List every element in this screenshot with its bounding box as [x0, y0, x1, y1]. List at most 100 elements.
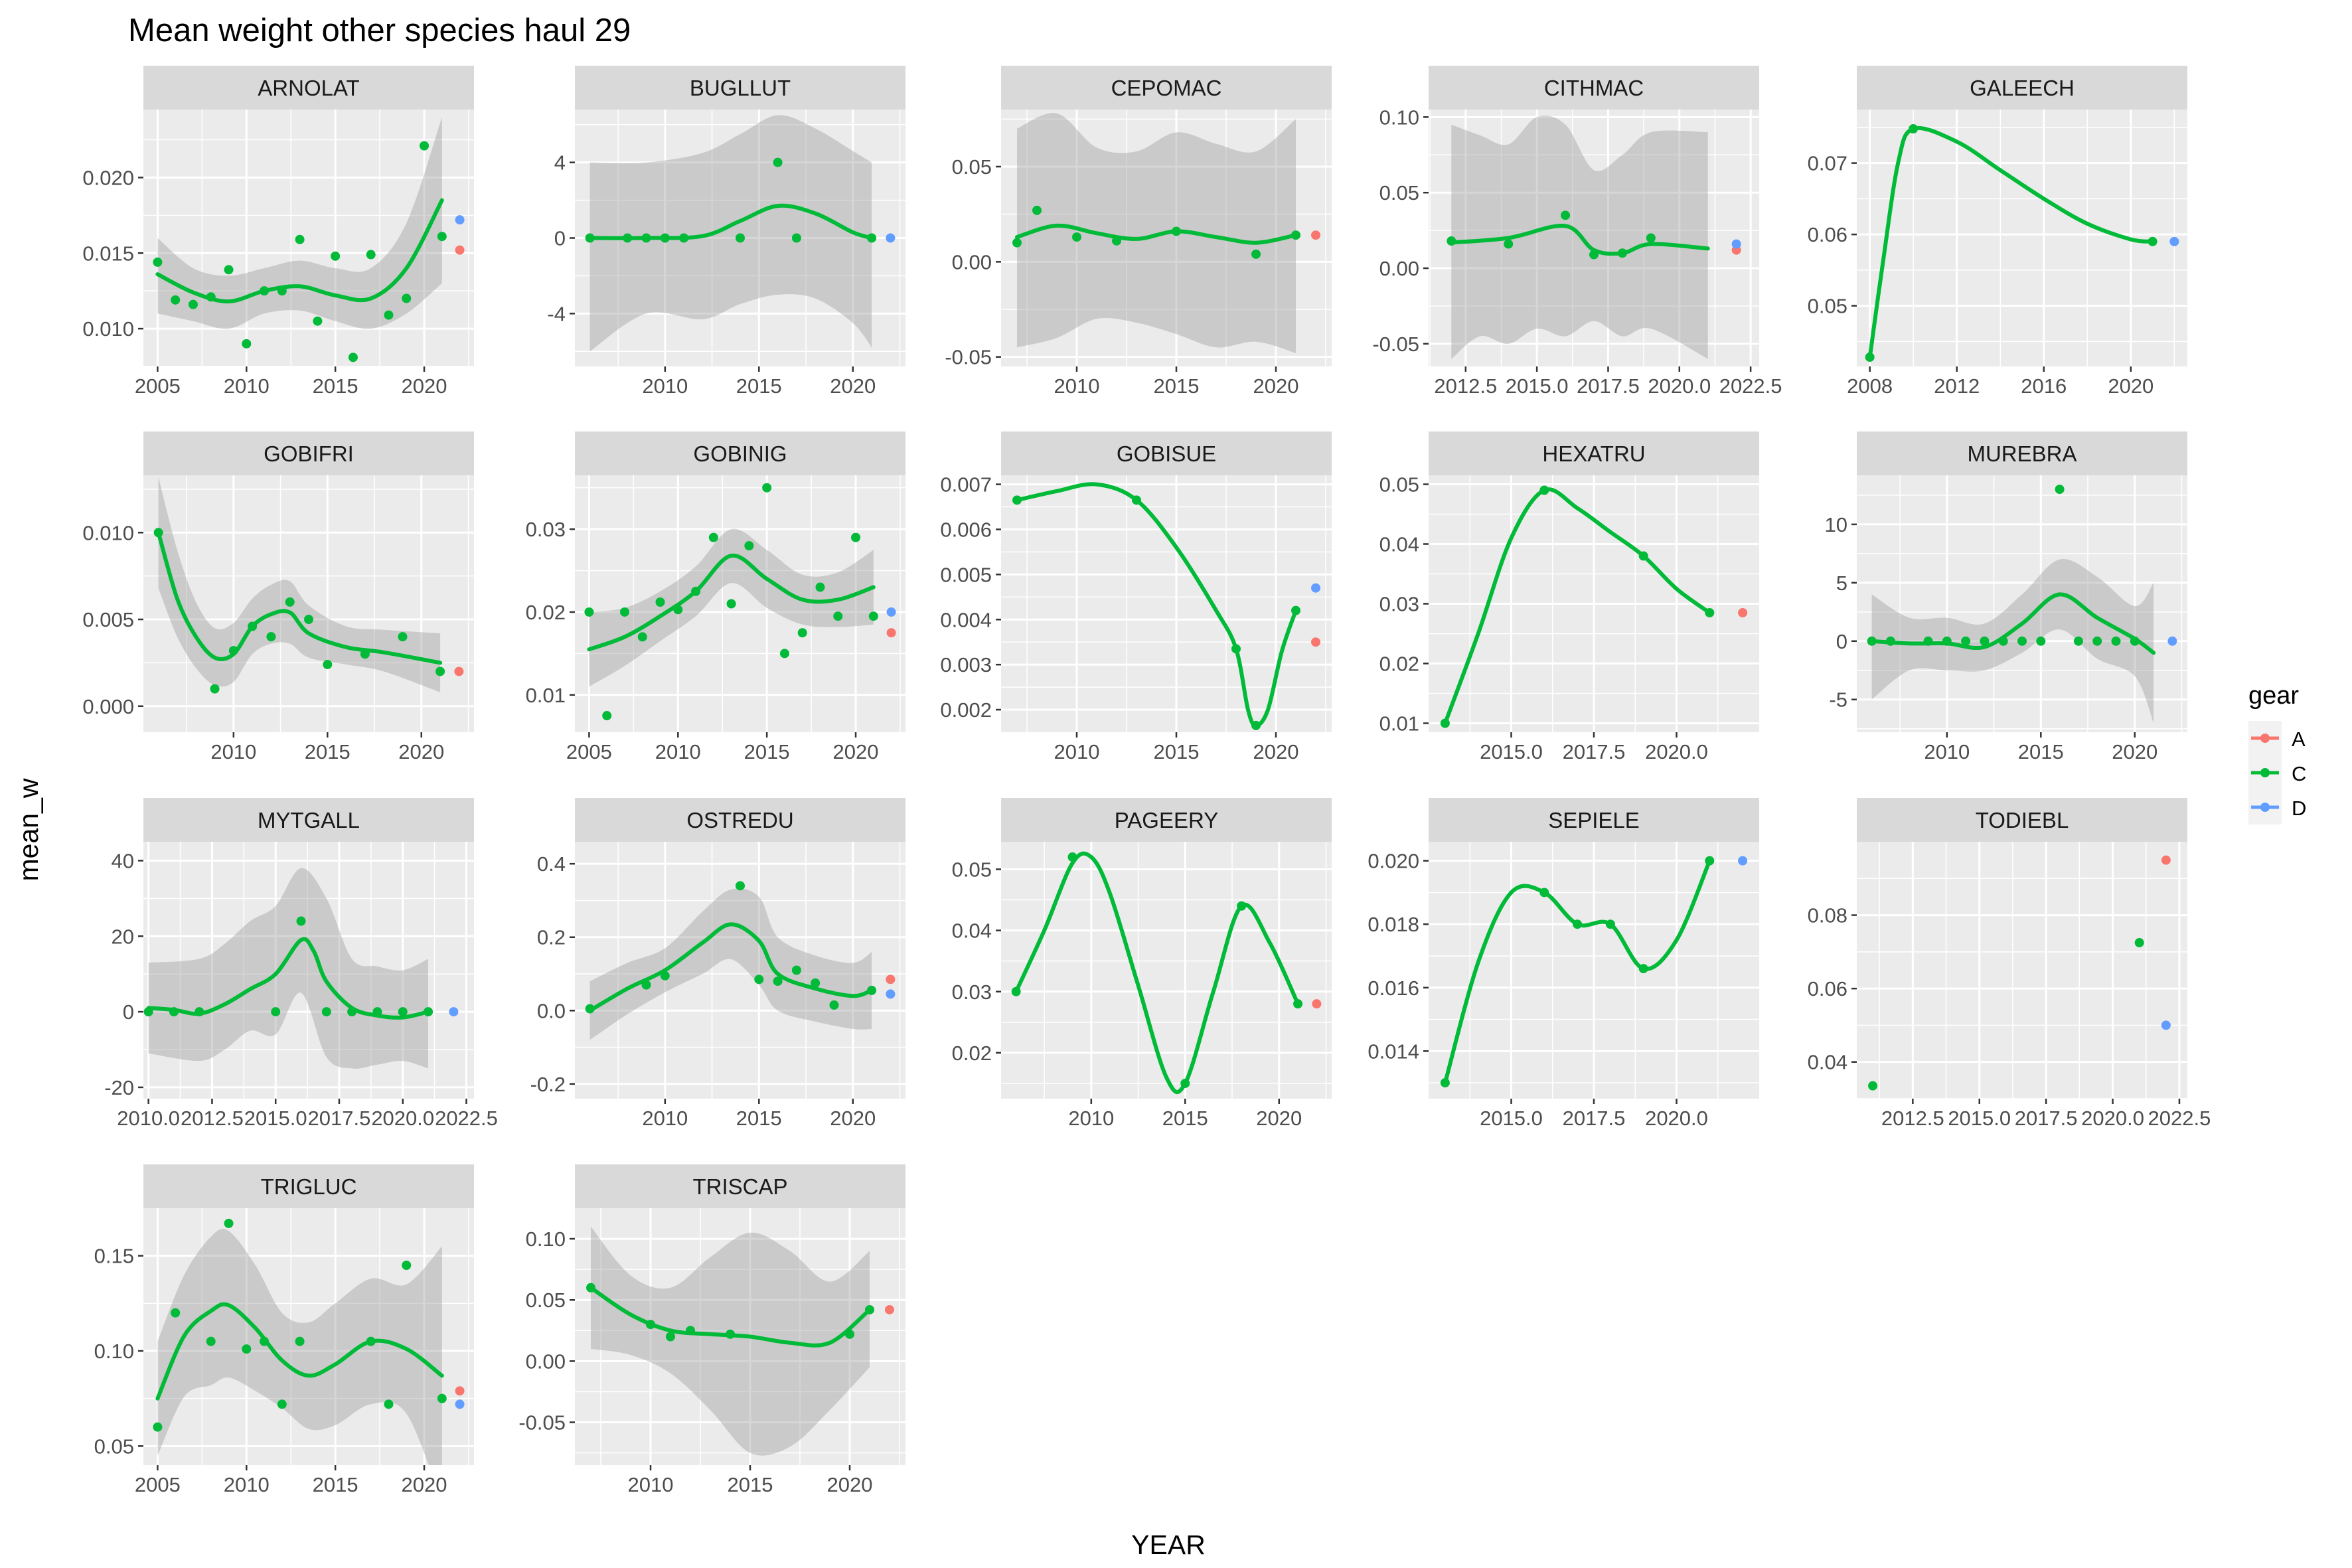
major-grid	[1429, 475, 1759, 732]
facet-cithmac: CITHMAC 2012.5 2015.0 2017.5 2020.0 2022.5 -0.…	[1372, 66, 1782, 398]
facet-strip	[1001, 431, 1332, 475]
data-point-d	[1738, 856, 1748, 866]
facet-strip	[143, 431, 474, 475]
data-point-c	[708, 532, 718, 542]
x-tick-label: 2010	[1054, 740, 1100, 763]
smooth-line	[588, 203, 874, 240]
data-point-c	[285, 597, 295, 607]
y-tick-label: 20	[112, 925, 134, 948]
y-tick-label: 0.10	[526, 1227, 566, 1251]
x-tick-label: 2020	[398, 740, 444, 763]
panel-content	[1012, 482, 1320, 730]
confidence-band	[157, 117, 442, 329]
x-tick-label: 2020	[1253, 374, 1299, 398]
facet-strip-label: CEPOMAC	[1111, 76, 1222, 100]
x-tick-label: 2017.5	[1563, 1107, 1626, 1130]
panel-background	[1001, 842, 1332, 1099]
facet-strip-label: GOBISUE	[1117, 441, 1216, 466]
data-point-c	[791, 233, 801, 243]
x-tick-label: 2012.5	[1881, 1107, 1944, 1130]
facet-strip	[1001, 66, 1332, 110]
data-point-c	[736, 233, 745, 243]
smooth-line	[146, 937, 430, 1020]
data-point-c	[171, 1308, 181, 1318]
x-tick-label: 2010	[642, 374, 688, 398]
y-tick-label: 0.08	[1808, 904, 1847, 927]
facet-strip	[1429, 431, 1759, 475]
data-point-c	[1012, 238, 1022, 248]
minor-grid	[1857, 475, 2187, 732]
x-tick-label: 2020.0	[1648, 374, 1711, 398]
data-point-c	[420, 141, 430, 151]
confidence-band	[589, 888, 872, 1040]
x-tick-label: 2020	[827, 1473, 873, 1496]
data-point-c	[779, 649, 789, 659]
y-tick-label: 40	[112, 849, 134, 872]
data-point-d	[455, 1399, 465, 1409]
x-tick-label: 2020	[1256, 1107, 1302, 1130]
y-tick-label: 0.02	[526, 601, 566, 624]
data-point-c	[323, 660, 333, 670]
data-point-c	[348, 353, 358, 362]
y-tick-label: 0.015	[82, 242, 134, 265]
data-point-a	[455, 1386, 465, 1396]
data-point-d	[886, 989, 896, 999]
data-point-c	[242, 1344, 252, 1354]
x-tick-label: 2010	[1924, 740, 1970, 763]
x-tick-label: 2015	[736, 374, 782, 398]
facet-gobisue: GOBISUE 2010 2015 2020 0.002 0.003 0.004 0.005 0…	[940, 431, 1332, 763]
data-point-c	[398, 632, 408, 642]
minor-grid	[1001, 842, 1332, 1099]
data-point-c	[1504, 239, 1514, 249]
data-point-c	[773, 977, 783, 986]
x-tick-label: 2015.0	[1948, 1107, 2011, 1130]
legend-title: gear	[2248, 682, 2299, 710]
legend-item-c: C	[2248, 755, 2306, 790]
y-tick-label: 0	[554, 227, 566, 250]
panel-content	[1011, 851, 1322, 1094]
confidence-band	[589, 115, 872, 352]
confidence-band	[148, 868, 428, 1069]
data-point-c	[2073, 636, 2083, 646]
x-tick-label: 2010	[224, 1473, 270, 1496]
data-point-c	[271, 1007, 281, 1017]
facet-strip	[1429, 66, 1759, 110]
data-point-a	[1738, 608, 1748, 617]
y-tick-label: 0.15	[94, 1245, 134, 1268]
data-point-c	[313, 316, 323, 326]
minor-grid	[575, 842, 905, 1099]
x-tick-label: 2010	[224, 374, 270, 398]
panel-content	[153, 477, 464, 694]
facet-strip	[575, 1164, 905, 1208]
panel-background	[143, 842, 474, 1099]
data-point-c	[437, 232, 447, 242]
data-point-c	[1646, 233, 1656, 243]
data-point-a	[1311, 637, 1320, 647]
y-tick-label: 0.006	[940, 518, 992, 541]
x-tick-label: 2020	[402, 374, 447, 398]
facet-strip	[575, 431, 905, 475]
y-tick-label: 0	[1836, 630, 1847, 653]
x-tick-label: 2022.5	[2148, 1107, 2211, 1130]
data-point-c	[224, 1218, 234, 1228]
panel-background	[143, 475, 474, 732]
y-tick-label: 0.05	[1379, 181, 1419, 204]
smooth-line	[1015, 223, 1298, 245]
y-tick-label: 0.01	[526, 684, 566, 707]
panel-content	[143, 868, 459, 1069]
facet-galeech: GALEECH 2008 2012 2016 2020 0.05 0.06 0.07	[1808, 66, 2187, 398]
data-point-d	[2169, 236, 2179, 246]
y-tick-label: 0.005	[940, 563, 992, 586]
data-point-c	[171, 295, 181, 305]
data-point-c	[210, 684, 220, 694]
data-point-c	[619, 607, 629, 617]
y-tick-label: -5	[1829, 688, 1847, 712]
data-point-c	[398, 1007, 408, 1017]
facet-strip	[1429, 798, 1759, 842]
data-point-a	[1311, 230, 1320, 240]
x-tick-label: 2015	[305, 740, 351, 763]
y-tick-label: 0.03	[526, 518, 566, 541]
legend-item-d: D	[2248, 790, 2306, 824]
data-point-a	[454, 666, 464, 676]
